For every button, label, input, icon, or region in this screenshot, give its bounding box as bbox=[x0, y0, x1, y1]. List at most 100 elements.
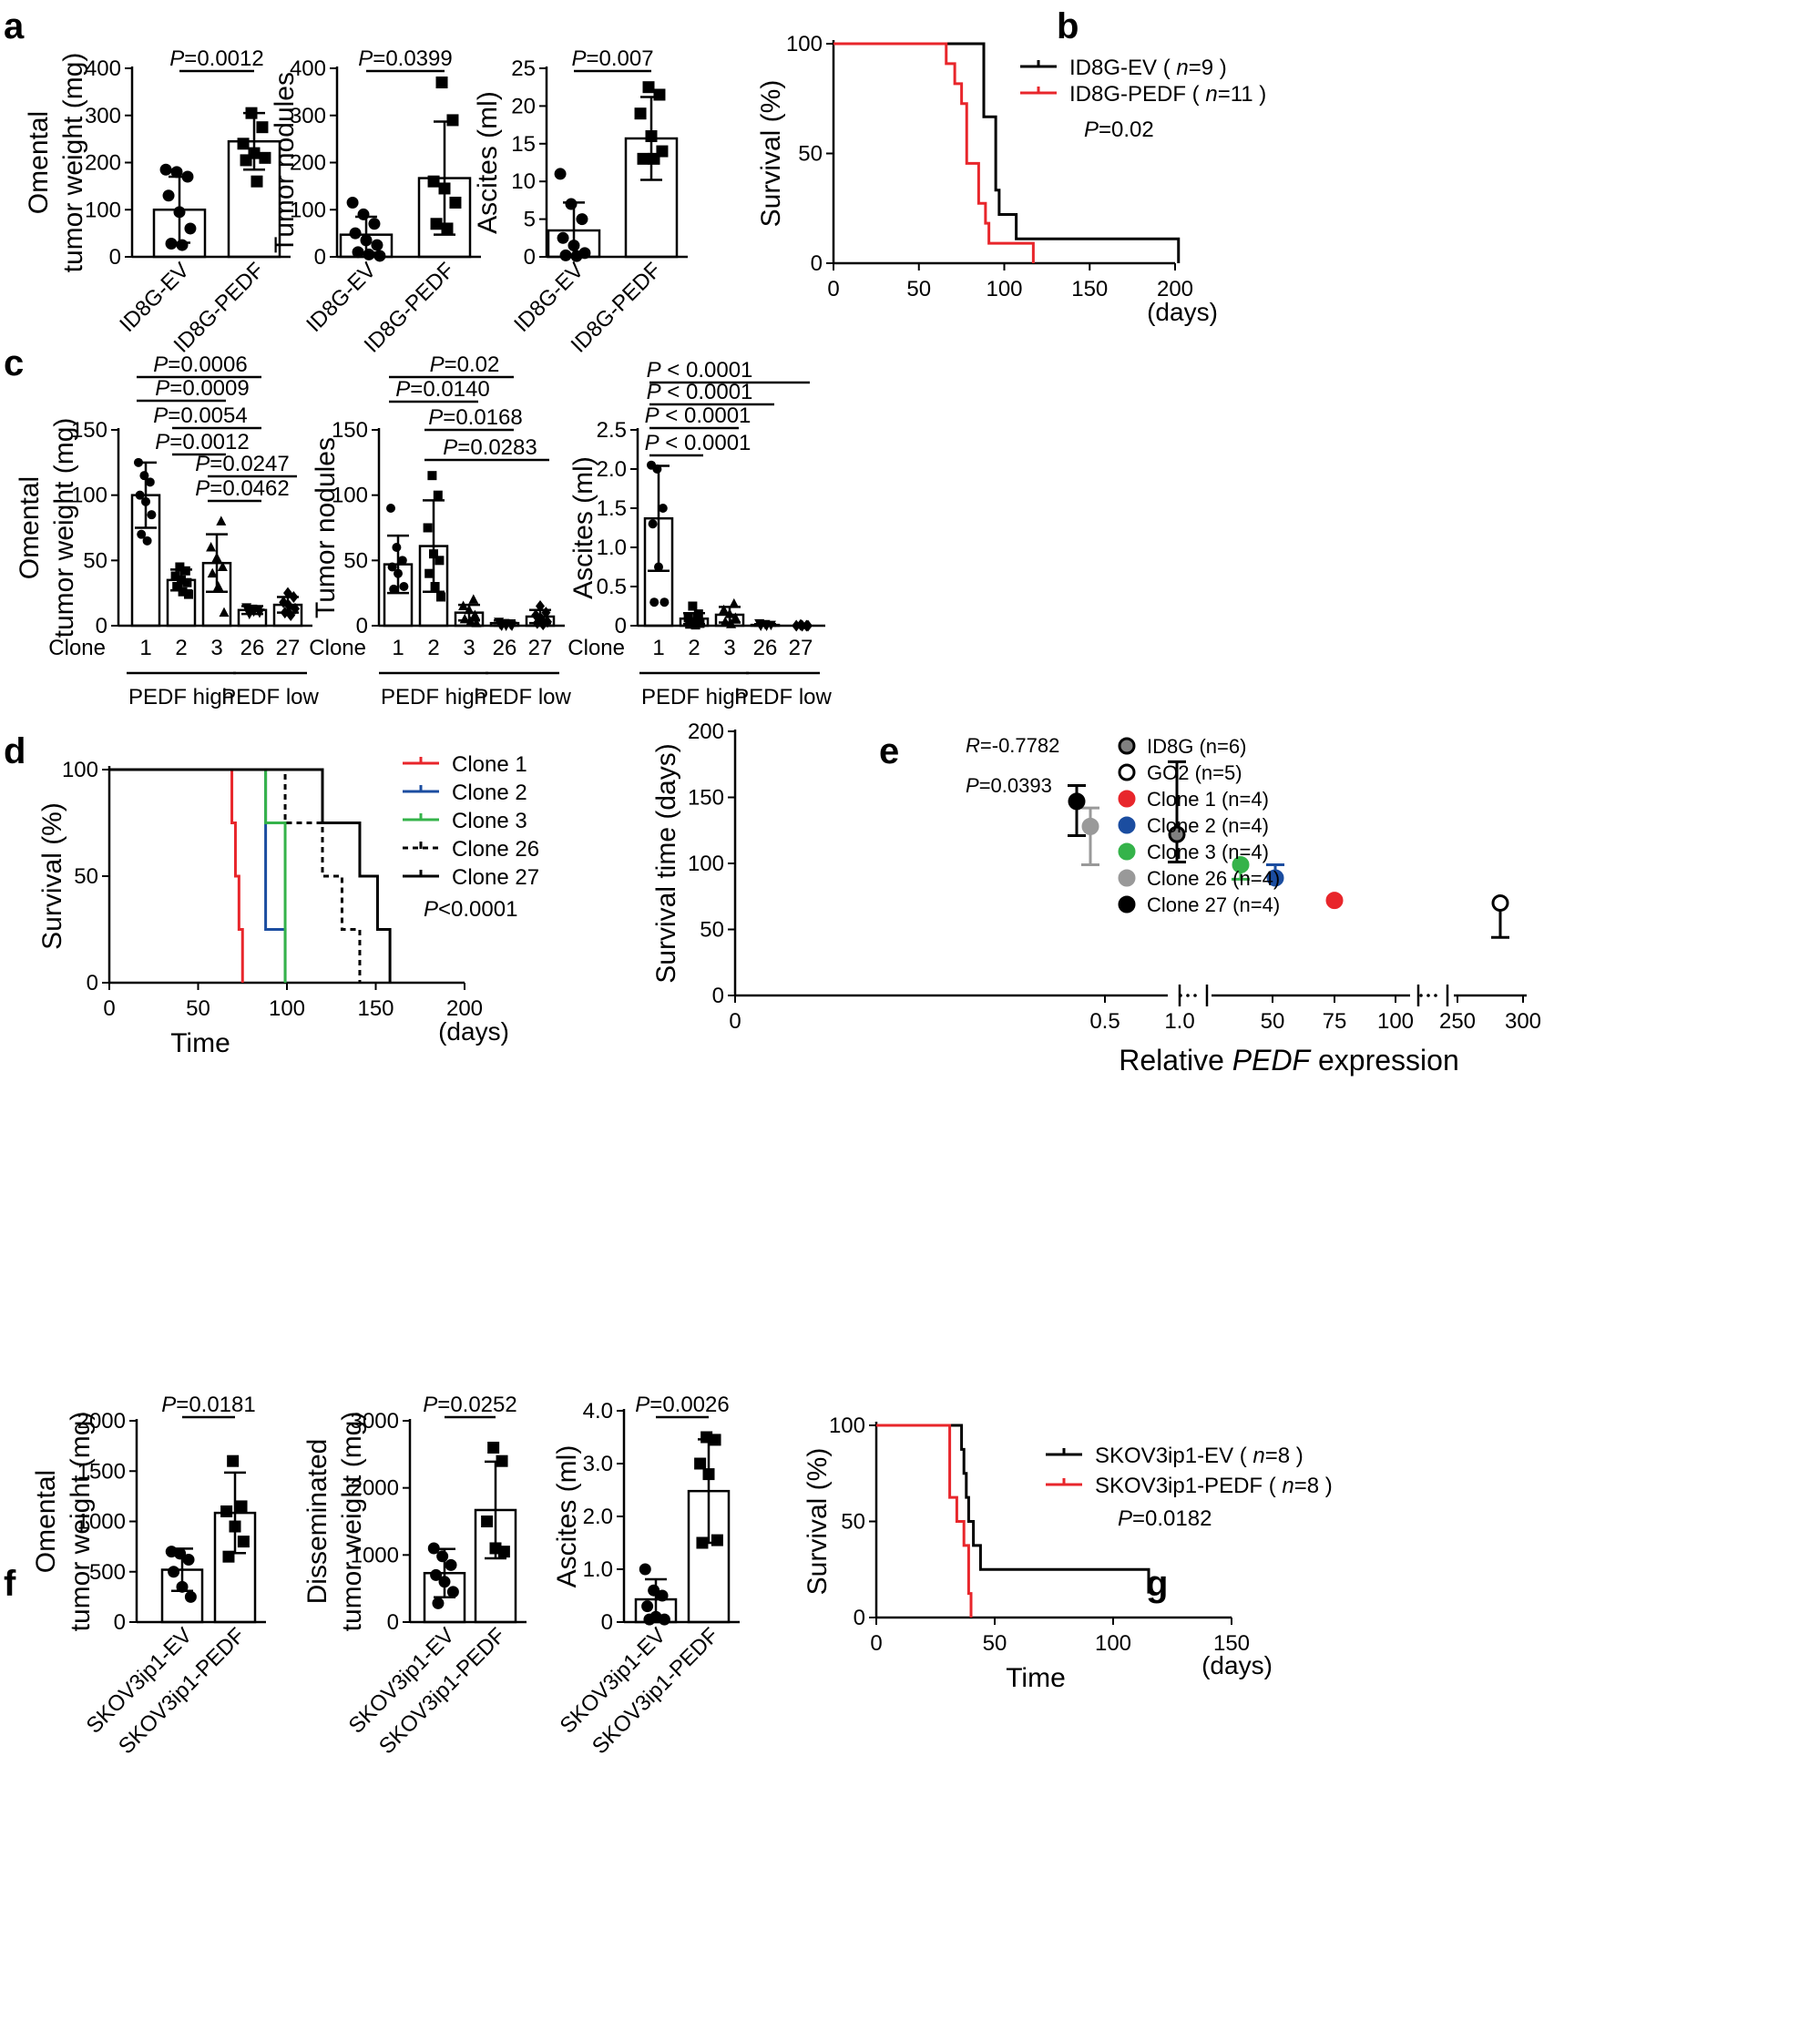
f1-ytick-label: 1500 bbox=[77, 1459, 126, 1484]
d-xtick-label: 50 bbox=[186, 996, 210, 1021]
c3-point bbox=[688, 601, 698, 611]
a1-point bbox=[240, 154, 252, 167]
c1-category-label: 1 bbox=[139, 636, 151, 660]
c1-category-label: 3 bbox=[210, 636, 222, 660]
c1-category-axis-label: Clone bbox=[48, 636, 106, 660]
d-series-line bbox=[109, 768, 362, 983]
g-xtick-label: 100 bbox=[1095, 1631, 1131, 1656]
c3-category-label: 2 bbox=[688, 636, 700, 660]
g-xtick-label: 50 bbox=[983, 1631, 1007, 1656]
f1-point bbox=[168, 1566, 180, 1578]
e-legend-label: Clone 1 (n=4) bbox=[1147, 788, 1269, 811]
panel-label-b: b bbox=[1057, 6, 1079, 46]
c3-category-label: 26 bbox=[753, 636, 778, 660]
c1-group-label: PEDF low bbox=[221, 685, 319, 709]
f3-point bbox=[656, 1589, 669, 1602]
c2-category-label: 1 bbox=[392, 636, 404, 660]
a2-comparison-label: P=0.0399 bbox=[358, 46, 452, 71]
b-series-line bbox=[833, 42, 1035, 263]
b-xtick-label: 150 bbox=[1071, 277, 1108, 301]
c1-ytick-label: 100 bbox=[71, 484, 107, 508]
c1-point bbox=[172, 582, 182, 591]
g-series-line bbox=[876, 1424, 1150, 1594]
g-xtick-label: 0 bbox=[870, 1631, 882, 1656]
d-xtick-label: 200 bbox=[446, 996, 483, 1021]
c1-category-label: 2 bbox=[175, 636, 187, 660]
e-point bbox=[1325, 892, 1344, 910]
c1-point bbox=[137, 529, 147, 539]
c1-point bbox=[217, 561, 228, 571]
c1-point bbox=[216, 515, 227, 526]
e-annotation: R=-0.7782 bbox=[966, 734, 1059, 757]
c2-point bbox=[471, 617, 482, 628]
f3-ylabel: Ascites (ml) bbox=[552, 1445, 582, 1588]
f2-point bbox=[432, 1597, 445, 1609]
a1-point bbox=[256, 121, 269, 134]
a3-point bbox=[637, 152, 649, 165]
f3-point bbox=[641, 1600, 654, 1613]
d-legend-label: Clone 2 bbox=[452, 781, 527, 805]
e-ytick-label: 0 bbox=[712, 984, 724, 1008]
b-ytick-label: 0 bbox=[811, 251, 823, 276]
a1-point bbox=[159, 163, 172, 176]
a3-ytick-label: 25 bbox=[511, 56, 536, 81]
c3-comparison-label: P < 0.0001 bbox=[645, 431, 752, 455]
b-ytick-label: 100 bbox=[786, 32, 823, 56]
e-xtick-label: 300 bbox=[1505, 1009, 1541, 1034]
c2-ytick-label: 100 bbox=[332, 484, 368, 508]
c3-ytick-label: 2.5 bbox=[597, 418, 627, 443]
a1-point bbox=[237, 138, 250, 150]
c3-ytick-label: 0 bbox=[615, 614, 627, 638]
d-ylabel: Survival (%) bbox=[37, 802, 67, 950]
d-xtick-label: 100 bbox=[269, 996, 305, 1021]
g-legend-label: SKOV3ip1-EV ( n=8 ) bbox=[1095, 1444, 1304, 1468]
f1-point bbox=[184, 1590, 197, 1603]
c1-point bbox=[206, 542, 217, 552]
a2-ytick-label: 400 bbox=[290, 56, 326, 81]
c1-point bbox=[145, 477, 155, 487]
e-xtick-label: 75 bbox=[1323, 1009, 1347, 1034]
f2-point bbox=[445, 1558, 457, 1571]
c1-comparison-label: P=0.0054 bbox=[153, 403, 247, 428]
g-xtick-label: 150 bbox=[1213, 1631, 1250, 1656]
d-ytick-label: 0 bbox=[87, 971, 98, 995]
c3-category-label: 27 bbox=[789, 636, 813, 660]
d-series-line bbox=[109, 768, 287, 983]
c1-group-label: PEDF high bbox=[128, 685, 234, 709]
b-series-line bbox=[833, 42, 1181, 263]
a1-point bbox=[184, 222, 197, 235]
c1-comparison-label: P=0.0006 bbox=[153, 352, 247, 377]
b-xunit: (days) bbox=[1147, 298, 1218, 326]
c1-point bbox=[147, 510, 157, 520]
c3-point bbox=[658, 504, 668, 513]
f3-ytick-label: 1.0 bbox=[583, 1557, 613, 1582]
c1-point bbox=[180, 566, 190, 576]
f1-point bbox=[182, 1553, 195, 1566]
panel-label-f: f bbox=[4, 1564, 16, 1604]
d-series-line bbox=[109, 768, 244, 983]
e-legend-marker bbox=[1118, 790, 1136, 808]
c3-point bbox=[792, 619, 802, 632]
c1-category-label: 27 bbox=[276, 636, 301, 660]
c2-point bbox=[435, 556, 445, 566]
f2-ylabel: tumor weight (mg) bbox=[337, 1412, 367, 1632]
f2-ytick-label: 0 bbox=[387, 1610, 399, 1635]
a3-ytick-label: 20 bbox=[511, 94, 536, 118]
e-annotation: P=0.0393 bbox=[966, 774, 1052, 797]
c1-ytick-label: 150 bbox=[71, 418, 107, 443]
c3-point bbox=[648, 519, 658, 529]
c2-point bbox=[436, 592, 445, 602]
b-annotation: P=0.02 bbox=[1084, 117, 1154, 142]
c3-ytick-label: 1.5 bbox=[597, 496, 627, 521]
g-ylabel: Survival (%) bbox=[803, 1448, 833, 1596]
c3-point bbox=[649, 597, 659, 607]
a1-ylabel: tumor weight (mg) bbox=[58, 53, 88, 273]
b-xtick-label: 0 bbox=[827, 277, 839, 301]
b-xtick-label: 50 bbox=[906, 277, 931, 301]
c1-comparison-label: P=0.0247 bbox=[195, 452, 289, 476]
c2-point bbox=[424, 568, 435, 578]
e-ylabel: Survival time (days) bbox=[651, 743, 681, 983]
a1-ytick-label: 0 bbox=[109, 245, 121, 270]
e-legend-label: Clone 26 (n=4) bbox=[1147, 867, 1280, 890]
d-xtick-label: 150 bbox=[357, 996, 394, 1021]
